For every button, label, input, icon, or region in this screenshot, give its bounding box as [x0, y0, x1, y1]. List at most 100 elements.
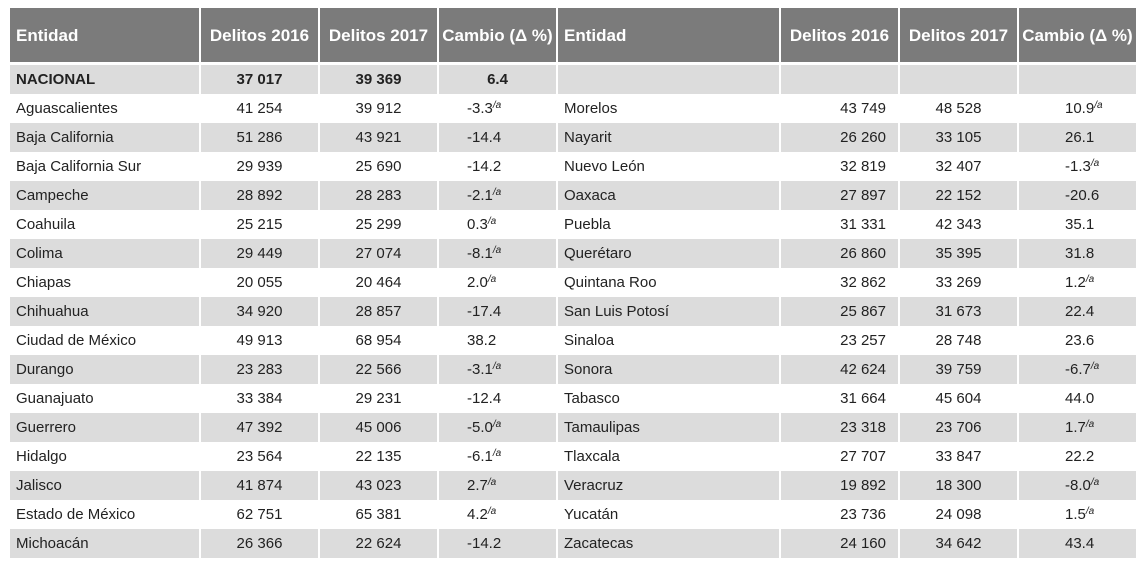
crime-table-container: Entidad Delitos 2016 Delitos 2017 Cambio…: [8, 8, 1136, 558]
header-cambio-left: Cambio (Δ %): [439, 8, 556, 65]
delitos-2017-value: 34 642: [900, 529, 1017, 558]
entidad-name: Quintana Roo: [558, 268, 779, 297]
entidad-name: Baja California Sur: [10, 152, 199, 181]
cambio-value: 26.1: [1065, 129, 1095, 146]
cambio-value: 22.4: [1065, 303, 1095, 320]
delitos-2017-value: 48 528: [900, 94, 1017, 123]
table-row: Chihuahua 34 920 28 857 -17.4 San Luis Potos…: [10, 297, 1136, 326]
footnote-marker: /a: [492, 419, 502, 430]
delitos-2017-value: 22 135: [320, 442, 437, 471]
delitos-2016-value: 41 254: [201, 94, 318, 123]
footnote-marker: /a: [1085, 274, 1095, 285]
cambio-cell: 1.7/a: [1019, 413, 1136, 442]
delitos-2016-value: 26 260: [781, 123, 898, 152]
delitos-2017-value: 20 464: [320, 268, 437, 297]
delitos-2016-value: 32 819: [781, 152, 898, 181]
cambio-cell: 38.2: [439, 326, 556, 355]
crime-statistics-table: Entidad Delitos 2016 Delitos 2017 Cambio…: [8, 8, 1138, 558]
delitos-2016-value: 47 392: [201, 413, 318, 442]
nacional-cambio: 6.4: [439, 65, 556, 94]
cambio-cell: 2.7/a: [439, 471, 556, 500]
delitos-2016-value: 41 874: [201, 471, 318, 500]
delitos-2016-value: 25 867: [781, 297, 898, 326]
cambio-value: -6.1: [467, 448, 493, 465]
delitos-2017-value: 39 912: [320, 94, 437, 123]
delitos-2017-value: 29 231: [320, 384, 437, 413]
entidad-name: Veracruz: [558, 471, 779, 500]
footnote-marker: /a: [492, 361, 502, 372]
footnote-marker: /a: [487, 274, 497, 285]
cambio-cell: 44.0: [1019, 384, 1136, 413]
cambio-value: -3.1: [467, 361, 493, 378]
delitos-2016-value: 20 055: [201, 268, 318, 297]
delitos-2016-value: 23 736: [781, 500, 898, 529]
entidad-name: Ciudad de México: [10, 326, 199, 355]
entidad-name: Tlaxcala: [558, 442, 779, 471]
delitos-2017-value: 65 381: [320, 500, 437, 529]
header-delitos-2017-right: Delitos 2017: [900, 8, 1017, 65]
nacional-empty-cell: [900, 65, 1017, 94]
delitos-2017-value: 28 857: [320, 297, 437, 326]
delitos-2017-value: 22 624: [320, 529, 437, 558]
delitos-2016-value: 23 283: [201, 355, 318, 384]
cambio-value: -20.6: [1065, 187, 1100, 204]
delitos-2017-value: 45 604: [900, 384, 1017, 413]
footnote-marker: /a: [1090, 158, 1100, 169]
cambio-value: 2.0: [467, 274, 488, 291]
footnote-marker: /a: [492, 245, 502, 256]
delitos-2016-value: 34 920: [201, 297, 318, 326]
cambio-cell: -14.2: [439, 529, 556, 558]
table-row: Guerrero 47 392 45 006 -5.0/a Tamaulipas 23 3…: [10, 413, 1136, 442]
table-row: Ciudad de México 49 913 68 954 38.2 Sinaloa 2…: [10, 326, 1136, 355]
cambio-cell: -6.7/a: [1019, 355, 1136, 384]
delitos-2016-value: 27 897: [781, 181, 898, 210]
table-row: Baja California 51 286 43 921 -14.4 Nayarit 2…: [10, 123, 1136, 152]
nacional-empty-cell: [558, 65, 779, 94]
cambio-cell: -2.1/a: [439, 181, 556, 210]
cambio-cell: -14.2: [439, 152, 556, 181]
cambio-cell: -5.0/a: [439, 413, 556, 442]
cambio-cell: -3.3/a: [439, 94, 556, 123]
entidad-name: Guanajuato: [10, 384, 199, 413]
delitos-2017-value: 33 847: [900, 442, 1017, 471]
delitos-2017-value: 28 748: [900, 326, 1017, 355]
cambio-value: -14.2: [467, 535, 502, 552]
delitos-2016-value: 19 892: [781, 471, 898, 500]
delitos-2016-value: 26 366: [201, 529, 318, 558]
cambio-cell: -8.1/a: [439, 239, 556, 268]
delitos-2016-value: 23 257: [781, 326, 898, 355]
delitos-2016-value: 23 318: [781, 413, 898, 442]
cambio-cell: -20.6: [1019, 181, 1136, 210]
delitos-2016-value: 33 384: [201, 384, 318, 413]
delitos-2017-value: 22 566: [320, 355, 437, 384]
footnote-marker: /a: [492, 448, 502, 459]
entidad-name: Yucatán: [558, 500, 779, 529]
delitos-2017-value: 25 690: [320, 152, 437, 181]
delitos-2017-value: 33 105: [900, 123, 1017, 152]
delitos-2017-value: 33 269: [900, 268, 1017, 297]
footnote-marker: /a: [1090, 361, 1100, 372]
footnote-marker: /a: [1090, 477, 1100, 488]
cambio-value: 1.2: [1065, 274, 1086, 291]
cambio-value: -14.4: [467, 129, 502, 146]
delitos-2016-value: 31 664: [781, 384, 898, 413]
table-row: Durango 23 283 22 566 -3.1/a Sonora 42 624 39 …: [10, 355, 1136, 384]
delitos-2016-value: 32 862: [781, 268, 898, 297]
cambio-cell: 4.2/a: [439, 500, 556, 529]
cambio-value: 2.7: [467, 477, 488, 494]
entidad-name: Campeche: [10, 181, 199, 210]
table-row: Estado de México 62 751 65 381 4.2/a Yucatán…: [10, 500, 1136, 529]
nacional-row: NACIONAL 37 017 39 369 6.4: [10, 65, 1136, 94]
entidad-name: Tabasco: [558, 384, 779, 413]
delitos-2016-value: 43 749: [781, 94, 898, 123]
footnote-marker: /a: [1085, 419, 1095, 430]
delitos-2017-value: 68 954: [320, 326, 437, 355]
cambio-value: -14.2: [467, 158, 502, 175]
footnote-marker: /a: [487, 216, 497, 227]
table-row: Michoacán 26 366 22 624 -14.2 Zacatecas 24 16…: [10, 529, 1136, 558]
header-delitos-2017-left: Delitos 2017: [320, 8, 437, 65]
delitos-2017-value: 45 006: [320, 413, 437, 442]
entidad-name: Chihuahua: [10, 297, 199, 326]
delitos-2017-value: 28 283: [320, 181, 437, 210]
table-row: Hidalgo 23 564 22 135 -6.1/a Tlaxcala 27 707 3…: [10, 442, 1136, 471]
